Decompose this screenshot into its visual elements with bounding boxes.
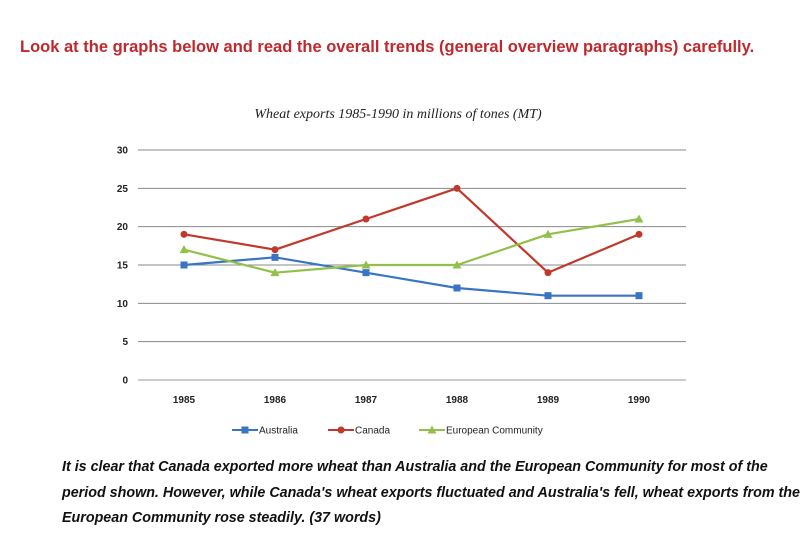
legend-label: European Community xyxy=(446,426,543,437)
legend-marker xyxy=(427,425,437,434)
y-tick-label: 0 xyxy=(122,376,128,387)
data-point-canada xyxy=(362,215,370,223)
overview-paragraph: It is clear that Canada exported more wh… xyxy=(62,459,800,526)
y-tick-label: 20 xyxy=(117,222,129,233)
data-point-european-community xyxy=(634,214,644,223)
legend-label: Canada xyxy=(355,426,390,437)
data-point-australia xyxy=(362,269,370,277)
data-point-canada xyxy=(453,184,461,192)
y-axis-ticks: 0 5 10 15 20 25 30 xyxy=(117,146,129,387)
data-point-european-community xyxy=(270,268,280,277)
data-point-canada xyxy=(180,230,188,238)
series-european-community xyxy=(179,214,644,277)
y-tick-label: 10 xyxy=(117,299,129,310)
x-axis-ticks: 1985 1986 1987 1988 1989 1990 xyxy=(173,395,651,406)
page-heading: Look at the graphs below and read the ov… xyxy=(20,38,755,56)
legend-marker xyxy=(337,426,345,434)
data-point-european-community xyxy=(361,260,371,269)
data-point-european-community xyxy=(452,260,462,269)
data-point-australia xyxy=(544,292,552,300)
x-tick-label: 1986 xyxy=(264,395,287,406)
x-tick-label: 1988 xyxy=(446,395,469,406)
x-tick-label: 1990 xyxy=(628,395,651,406)
chart-legend: Australia Canada European Community xyxy=(232,425,543,437)
y-tick-label: 30 xyxy=(117,146,129,157)
chart-gridlines xyxy=(138,149,686,381)
series-line-australia xyxy=(183,256,639,297)
y-tick-label: 5 xyxy=(122,337,128,348)
data-point-australia xyxy=(635,292,643,300)
series-line-european-community xyxy=(183,217,640,274)
series-australia xyxy=(180,253,643,300)
data-point-australia xyxy=(271,253,279,261)
data-point-australia xyxy=(180,261,188,269)
chart-title: Wheat exports 1985-1990 in millions of t… xyxy=(254,107,542,122)
y-tick-label: 25 xyxy=(117,184,129,195)
data-point-canada xyxy=(635,230,643,238)
series-canada xyxy=(180,184,643,277)
data-point-canada xyxy=(271,246,279,254)
y-tick-label: 15 xyxy=(117,261,129,272)
data-point-australia xyxy=(453,284,461,292)
legend-marker xyxy=(241,426,249,434)
legend-item-european-community: European Community xyxy=(419,425,543,437)
data-point-european-community xyxy=(543,229,553,238)
x-tick-label: 1987 xyxy=(355,395,378,406)
legend-item-australia: Australia xyxy=(232,426,298,437)
data-point-european-community xyxy=(179,245,189,254)
series-line-canada xyxy=(183,187,640,274)
data-point-canada xyxy=(544,269,552,277)
x-tick-label: 1985 xyxy=(173,395,196,406)
chart-series xyxy=(179,184,644,300)
legend-label: Australia xyxy=(259,426,298,437)
legend-item-canada: Canada xyxy=(328,426,390,437)
x-tick-label: 1989 xyxy=(537,395,560,406)
